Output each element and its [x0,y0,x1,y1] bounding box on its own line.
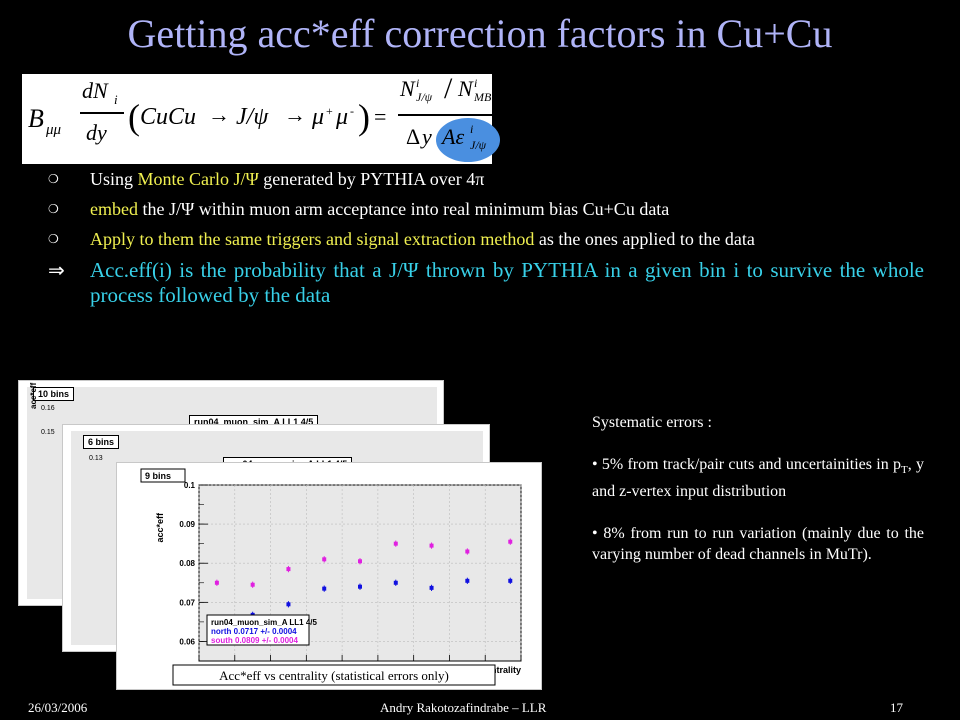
south-point [393,541,398,546]
footer-page-number: 17 [890,700,903,715]
subscript-t: T [901,464,908,477]
bullet-list: ❍ Using Monte Carlo J/Ψ generated by PYTH… [46,168,924,316]
bullet-1-part-2: Monte Carlo J/Ψ [137,169,259,189]
bullet-1-part-1: Using [90,169,138,189]
north-point [322,586,327,591]
bullet-1: ❍ Using Monte Carlo J/Ψ generated by PYTH… [46,168,924,190]
y-tick-label: 0.08 [179,559,195,568]
south-point [250,582,255,587]
y-axis-label: acc*eff [29,382,38,409]
south-point [286,567,291,572]
conclusion-text: Acc.eff(i) is the probability that a J/Ψ… [90,258,924,307]
systematic-errors: Systematic errors : • 5% from track/pair… [592,412,924,565]
bins-label: 6 bins [83,435,120,449]
legend-box [206,614,310,646]
bullet-marker-icon: ❍ [48,202,59,216]
acc-eff-vs-centrality-chart: 0.06 0.07 0.08 0.09 0.1 acc*eff centrality 9 bi… [117,463,541,689]
bullet-3: ❍ Apply to them the same triggers and sig… [46,228,924,250]
south-point [508,539,513,544]
implies-arrow-icon: ⇒ [48,258,65,282]
conclusion-bullet: ⇒ Acc.eff(i) is the probability that a J/… [46,258,924,308]
footer-date: 26/03/2006 [28,700,88,715]
bins-box [140,468,186,483]
legend-south: south 0.0809 +/- 0.0004 [211,636,298,645]
systematics-item-1: • 5% from track/pair cuts and uncertaini… [592,454,924,502]
plot-panel-9-bins: 0.06 0.07 0.08 0.09 0.1 acc*eff centrality 9 bi… [116,462,542,690]
systematics-heading: Systematic errors : [592,414,712,431]
bullet-marker-icon: ❍ [48,232,59,246]
y-tick-label: 0.06 [179,637,195,646]
north-point [286,602,291,607]
north-point [465,578,470,583]
systematics-item-1-text-end: , y and z-vertex input distribution [592,456,925,501]
y-tick-label: 0.1 [184,481,196,490]
north-point [393,580,398,585]
slide-title: Getting acc*eff correction factors in Cu… [127,11,833,56]
bullet-3-part-2: as the ones applied to the data [534,229,755,249]
bullet-2: ❍ embed the J/Ψ within muon arm acceptanc… [46,198,924,220]
legend-north: north 0.0717 +/- 0.0004 [211,627,297,636]
north-point [358,584,362,589]
bullet-3-part-1: Apply to them the same triggers and sign… [90,229,535,249]
x-axis-label: centrality [481,665,521,675]
bullet-2-part-2: the J/Ψ within muon arm acceptance into … [137,199,670,219]
south-point [429,543,434,548]
north-point [429,585,434,590]
y-axis-label: acc*eff [155,512,165,543]
caption-box [172,664,496,686]
chart-caption: Acc*eff vs centrality (statistical error… [219,668,449,683]
systematics-item-2: • 8% from run to run variation (mainly d… [592,525,924,564]
north-point [508,578,513,583]
bullet-marker-icon: ❍ [48,172,59,186]
footer-author: Andry Rakotozafindrabe – LLR [380,700,547,715]
tick-label: 0.15 [41,429,55,436]
sim-label: run04_muon_sim_A LL1 4/5 [211,618,318,627]
south-point [214,580,219,585]
y-tick-label: 0.09 [179,520,195,529]
south-point [322,557,327,562]
tick-label: 0.13 [89,455,103,462]
south-point [358,559,362,564]
formula: B μμ dN i dy ( CuCu → J/ψ → μ + μ - ) = … [22,72,500,164]
bullet-2-part-1: embed [90,199,138,219]
bullet-1-part-3: generated by PYTHIA over 4π [258,169,485,189]
bins-label: 9 bins [145,471,171,481]
systematics-item-1-text: • 5% from track/pair cuts and uncertaini… [592,456,901,473]
tick-label: 0.16 [41,405,55,412]
bins-label: 10 bins [33,387,75,401]
south-point [465,549,470,554]
y-tick-label: 0.07 [179,598,195,607]
